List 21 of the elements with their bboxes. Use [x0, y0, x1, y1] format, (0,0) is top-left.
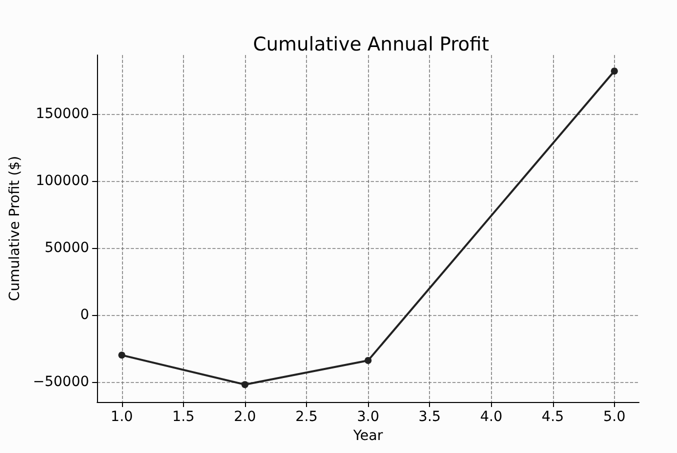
x-tick-label: 1.0	[110, 409, 133, 425]
y-tick-label: 100000	[36, 172, 90, 189]
y-tick-label: 0	[80, 306, 90, 323]
point	[364, 356, 372, 364]
x-tick-label: 1.5	[172, 409, 194, 425]
y-tick-label: −50000	[32, 374, 90, 390]
x-tick-label: 2.5	[295, 409, 318, 425]
y-axis-title: Cumulative Profit ($)	[7, 156, 23, 302]
x-tick-label: 4.0	[480, 409, 502, 425]
point	[118, 352, 126, 359]
x-axis-title: Year	[352, 428, 384, 444]
x-tick-label: 3.5	[418, 409, 441, 425]
y-tick-label: 50000	[44, 240, 90, 256]
point	[241, 381, 248, 388]
x-tick-label: 5.0	[603, 409, 626, 425]
chart-title: Cumulative Annual Profit	[252, 34, 490, 56]
x-tick-label: 2.0	[234, 409, 256, 425]
x-tick-label: 4.5	[542, 409, 564, 425]
x-tick-label: 3.0	[356, 409, 380, 425]
point	[610, 68, 618, 75]
y-tick-label: 150000	[36, 106, 90, 122]
